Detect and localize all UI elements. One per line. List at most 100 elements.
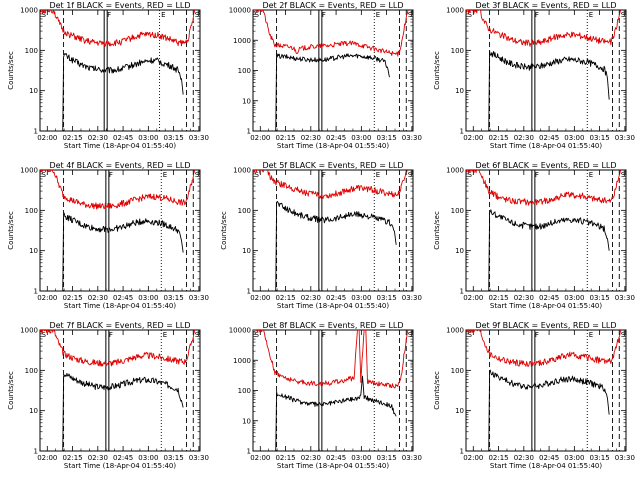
x-tick-label: 02:00 — [250, 454, 270, 462]
x-tick-label: 03:15 — [377, 454, 397, 462]
detector-panel-2: Det 2f BLACK = Events, RED = LLD 1 10 100 10… — [213, 0, 426, 160]
event-marker-label: S — [468, 11, 473, 19]
x-tick-label: 03:00 — [351, 454, 371, 462]
x-tick-label: 03:15 — [590, 294, 610, 302]
detector-panel-3: Det 3f BLACK = Events, RED = LLD 1 10 100 10… — [426, 0, 639, 160]
y-tick-label: 10 — [455, 87, 464, 95]
x-tick-label: 03:15 — [377, 134, 397, 142]
series-line-events — [275, 375, 397, 451]
series-line-events — [62, 372, 184, 451]
y-tick-label: 10 — [29, 247, 38, 255]
event-marker-label: S — [42, 331, 47, 339]
x-tick-label: 02:45 — [113, 134, 133, 142]
series-line-events — [488, 369, 610, 451]
x-axis-label: Start Time (18-Apr-04 01:55:40) — [64, 302, 176, 310]
x-tick-label: 02:45 — [539, 134, 559, 142]
series-line-lld — [253, 330, 409, 389]
y-tick-label: 1000 — [20, 327, 38, 335]
x-tick-label: 03:30 — [189, 294, 209, 302]
x-tick-label: 02:30 — [514, 134, 534, 142]
x-tick-label: 02:30 — [514, 294, 534, 302]
y-tick-label: 1 — [34, 128, 38, 136]
panel-title: Det 3f BLACK = Events, RED = LLD — [475, 1, 616, 10]
event-marker-label: E — [376, 331, 380, 339]
x-axis-label: Start Time (18-Apr-04 01:55:40) — [490, 462, 602, 470]
y-tick-label: 1000 — [446, 7, 464, 15]
y-tick-label: 1 — [247, 288, 251, 296]
x-axis-label: Start Time (18-Apr-04 01:55:40) — [277, 462, 389, 470]
event-marker-label: S — [468, 331, 473, 339]
event-marker-label: F — [535, 171, 539, 179]
x-tick-label: 02:15 — [275, 134, 295, 142]
x-tick-label: 02:30 — [301, 134, 321, 142]
x-tick-label: 02:30 — [88, 454, 108, 462]
y-axis-label: Counts/sec — [7, 211, 15, 250]
event-marker-label: E — [161, 11, 165, 19]
series-line-events — [62, 212, 184, 291]
series-line-lld — [40, 330, 196, 367]
event-marker-label: E — [163, 171, 167, 179]
y-tick-label: 1 — [34, 288, 38, 296]
x-tick-label: 03:30 — [615, 134, 635, 142]
x-tick-label: 02:15 — [488, 454, 508, 462]
x-tick-label: 03:15 — [377, 294, 397, 302]
event-marker-label: S — [195, 171, 200, 179]
x-tick-label: 02:30 — [301, 454, 321, 462]
x-tick-label: 03:30 — [402, 454, 422, 462]
y-tick-label: 10000 — [229, 7, 251, 15]
x-axis-label: Start Time (18-Apr-04 01:55:40) — [64, 142, 176, 150]
y-tick-label: 10 — [455, 247, 464, 255]
x-tick-label: 02:15 — [488, 294, 508, 302]
panel-title: Det 9f BLACK = Events, RED = LLD — [475, 321, 616, 330]
detector-chart-8: Det 8f BLACK = Events, RED = LLD 1 10 100 10… — [229, 321, 422, 470]
panel-title: Det 6f BLACK = Events, RED = LLD — [475, 161, 616, 170]
detector-panel-4: Det 4f BLACK = Events, RED = LLD 1 10 100 10… — [0, 160, 213, 320]
x-tick-label: 02:45 — [326, 294, 346, 302]
detector-panel-9: Det 9f BLACK = Events, RED = LLD 1 10 100 10… — [426, 320, 639, 480]
y-tick-label: 100 — [238, 387, 251, 395]
y-tick-label: 1000 — [20, 167, 38, 175]
y-tick-label: 100 — [451, 47, 464, 55]
y-tick-label: 1000 — [20, 7, 38, 15]
x-tick-label: 02:00 — [37, 454, 57, 462]
event-marker-label: F — [107, 11, 111, 19]
event-marker-label: S — [408, 11, 413, 19]
y-tick-label: 10000 — [229, 327, 251, 335]
x-tick-label: 03:15 — [164, 454, 184, 462]
y-tick-label: 1 — [460, 128, 464, 136]
x-tick-label: 02:00 — [250, 294, 270, 302]
event-marker-label: S — [42, 171, 47, 179]
y-tick-label: 1000 — [233, 167, 251, 175]
y-tick-label: 10 — [455, 407, 464, 415]
event-marker-label: S — [255, 331, 260, 339]
detector-chart-6: Det 6f BLACK = Events, RED = LLD 1 10 100 10… — [433, 161, 635, 310]
detector-panel-6: Det 6f BLACK = Events, RED = LLD 1 10 100 10… — [426, 160, 639, 320]
series-line-lld — [253, 170, 409, 199]
series-line-events — [62, 53, 184, 131]
event-marker-label: S — [255, 171, 260, 179]
x-tick-label: 03:00 — [138, 134, 158, 142]
event-marker-label: E — [163, 331, 167, 339]
series-line-lld — [466, 330, 622, 367]
y-tick-label: 1000 — [446, 327, 464, 335]
series-line-lld — [40, 10, 196, 47]
x-tick-label: 02:00 — [250, 134, 270, 142]
y-tick-label: 10 — [242, 97, 251, 105]
detector-chart-2: Det 2f BLACK = Events, RED = LLD 1 10 100 10… — [229, 1, 422, 150]
detector-panel-1: Det 1f BLACK = Events, RED = LLD 1 10 100 10… — [0, 0, 213, 160]
event-marker-label: F — [109, 171, 113, 179]
event-marker-label: F — [322, 11, 326, 19]
series-line-events — [275, 200, 397, 291]
x-tick-label: 03:15 — [590, 134, 610, 142]
event-marker-label: E — [589, 331, 593, 339]
detector-chart-5: Det 5f BLACK = Events, RED = LLD 1 10 100 10… — [220, 161, 422, 310]
series-line-events — [488, 50, 610, 131]
x-tick-label: 03:00 — [564, 294, 584, 302]
detector-chart-1: Det 1f BLACK = Events, RED = LLD 1 10 100 10… — [7, 1, 209, 150]
panel-title: Det 7f BLACK = Events, RED = LLD — [49, 321, 190, 330]
detector-panel-7: Det 7f BLACK = Events, RED = LLD 1 10 100 10… — [0, 320, 213, 480]
event-marker-label: S — [408, 331, 413, 339]
panel-title: Det 1f BLACK = Events, RED = LLD — [49, 1, 190, 10]
series-line-lld — [466, 10, 622, 47]
y-tick-label: 1000 — [233, 37, 251, 45]
